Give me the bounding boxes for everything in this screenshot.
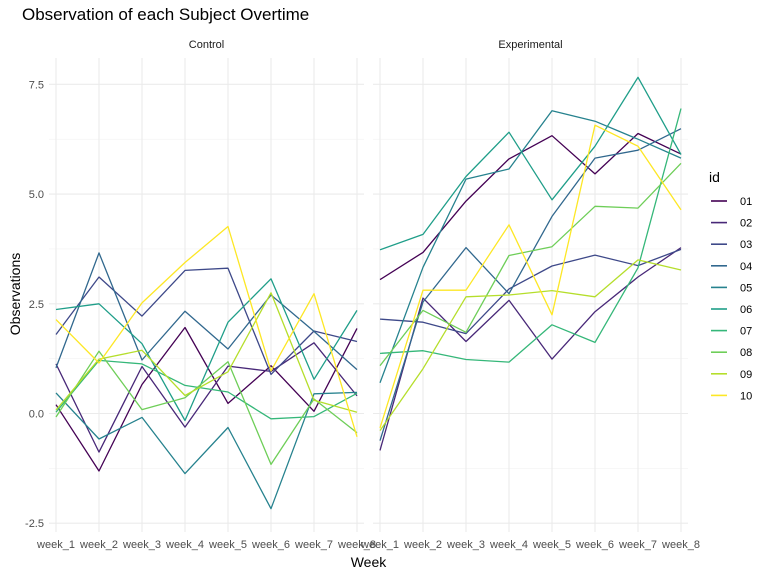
legend-label-01: 01: [740, 196, 752, 208]
legend-label-10: 10: [740, 390, 752, 402]
legend-label-05: 05: [740, 282, 752, 294]
strip-label-experimental: Experimental: [498, 39, 562, 51]
x-axis-title: Week: [351, 554, 388, 570]
x-tick-label: week_5: [208, 539, 247, 551]
y-axis-title: Observations: [7, 253, 23, 335]
plot-area-experimental: [373, 58, 688, 532]
plot-area-control: [49, 58, 364, 532]
series-line-control-05: [55, 391, 358, 510]
series-line-control-02: [55, 342, 358, 453]
series-line-experimental-05: [379, 110, 682, 384]
series-line-control-06: [55, 278, 358, 422]
y-tick-label: 0.0: [29, 409, 44, 421]
y-tick-label: 2.5: [29, 299, 44, 311]
x-tick-label: week_1: [360, 539, 399, 551]
legend-label-08: 08: [740, 347, 752, 359]
series-line-control-08: [55, 350, 358, 466]
series-line-experimental-10: [379, 124, 682, 429]
series-line-experimental-03: [379, 248, 682, 335]
series-line-experimental-04: [379, 128, 682, 441]
series-line-control-10: [55, 225, 358, 437]
y-tick-label: 7.5: [29, 79, 44, 91]
series-line-experimental-01: [379, 132, 682, 281]
legend-label-02: 02: [740, 218, 752, 230]
series-line-experimental-08: [379, 162, 682, 367]
x-tick-label: week_2: [403, 539, 442, 551]
strip-label-control: Control: [189, 39, 224, 51]
legend-label-04: 04: [740, 261, 752, 273]
series-line-experimental-09: [379, 259, 682, 431]
legend-label-09: 09: [740, 369, 752, 381]
series-line-experimental-06: [379, 76, 682, 251]
panel-control: Control: [49, 39, 364, 532]
legend-label-03: 03: [740, 239, 752, 251]
series-line-control-07: [55, 359, 358, 420]
x-tick-label: week_4: [489, 539, 528, 551]
x-tick-label: week_7: [618, 539, 657, 551]
x-tick-label: week_2: [79, 539, 118, 551]
x-tick-label: week_8: [661, 539, 700, 551]
x-tick-label: week_6: [575, 539, 614, 551]
series-line-control-01: [55, 326, 358, 472]
x-tick-label: week_8: [337, 539, 376, 551]
x-tick-label: week_4: [165, 539, 204, 551]
x-tick-label: week_3: [446, 539, 485, 551]
chart-title: Observation of each Subject Overtime: [22, 5, 309, 24]
legend-label-07: 07: [740, 326, 752, 338]
y-tick-label: -2.5: [25, 518, 44, 530]
y-tick-label: 5.0: [29, 189, 44, 201]
x-tick-label: week_3: [122, 539, 161, 551]
x-tick-label: week_1: [36, 539, 75, 551]
x-tick-label: week_7: [294, 539, 333, 551]
y-axis: -2.5 0.0 2.5 5.0 7.5: [25, 79, 44, 530]
x-axis: week_1 week_2 week_3 week_4 week_5 week_6 week…: [36, 539, 700, 551]
series-line-control-09: [55, 292, 358, 413]
series-line-experimental-02: [379, 247, 682, 451]
x-tick-label: week_6: [251, 539, 290, 551]
series-line-control-03: [55, 267, 358, 376]
panel-experimental: Experimental: [373, 39, 688, 532]
legend-title: id: [709, 169, 720, 185]
series-line-experimental-07: [379, 108, 682, 363]
legend: id 01 02 03 04 05 06 07 08 09 10: [709, 169, 752, 402]
legend-label-06: 06: [740, 304, 752, 316]
series-line-control-04: [55, 252, 358, 371]
x-tick-label: week_5: [532, 539, 571, 551]
